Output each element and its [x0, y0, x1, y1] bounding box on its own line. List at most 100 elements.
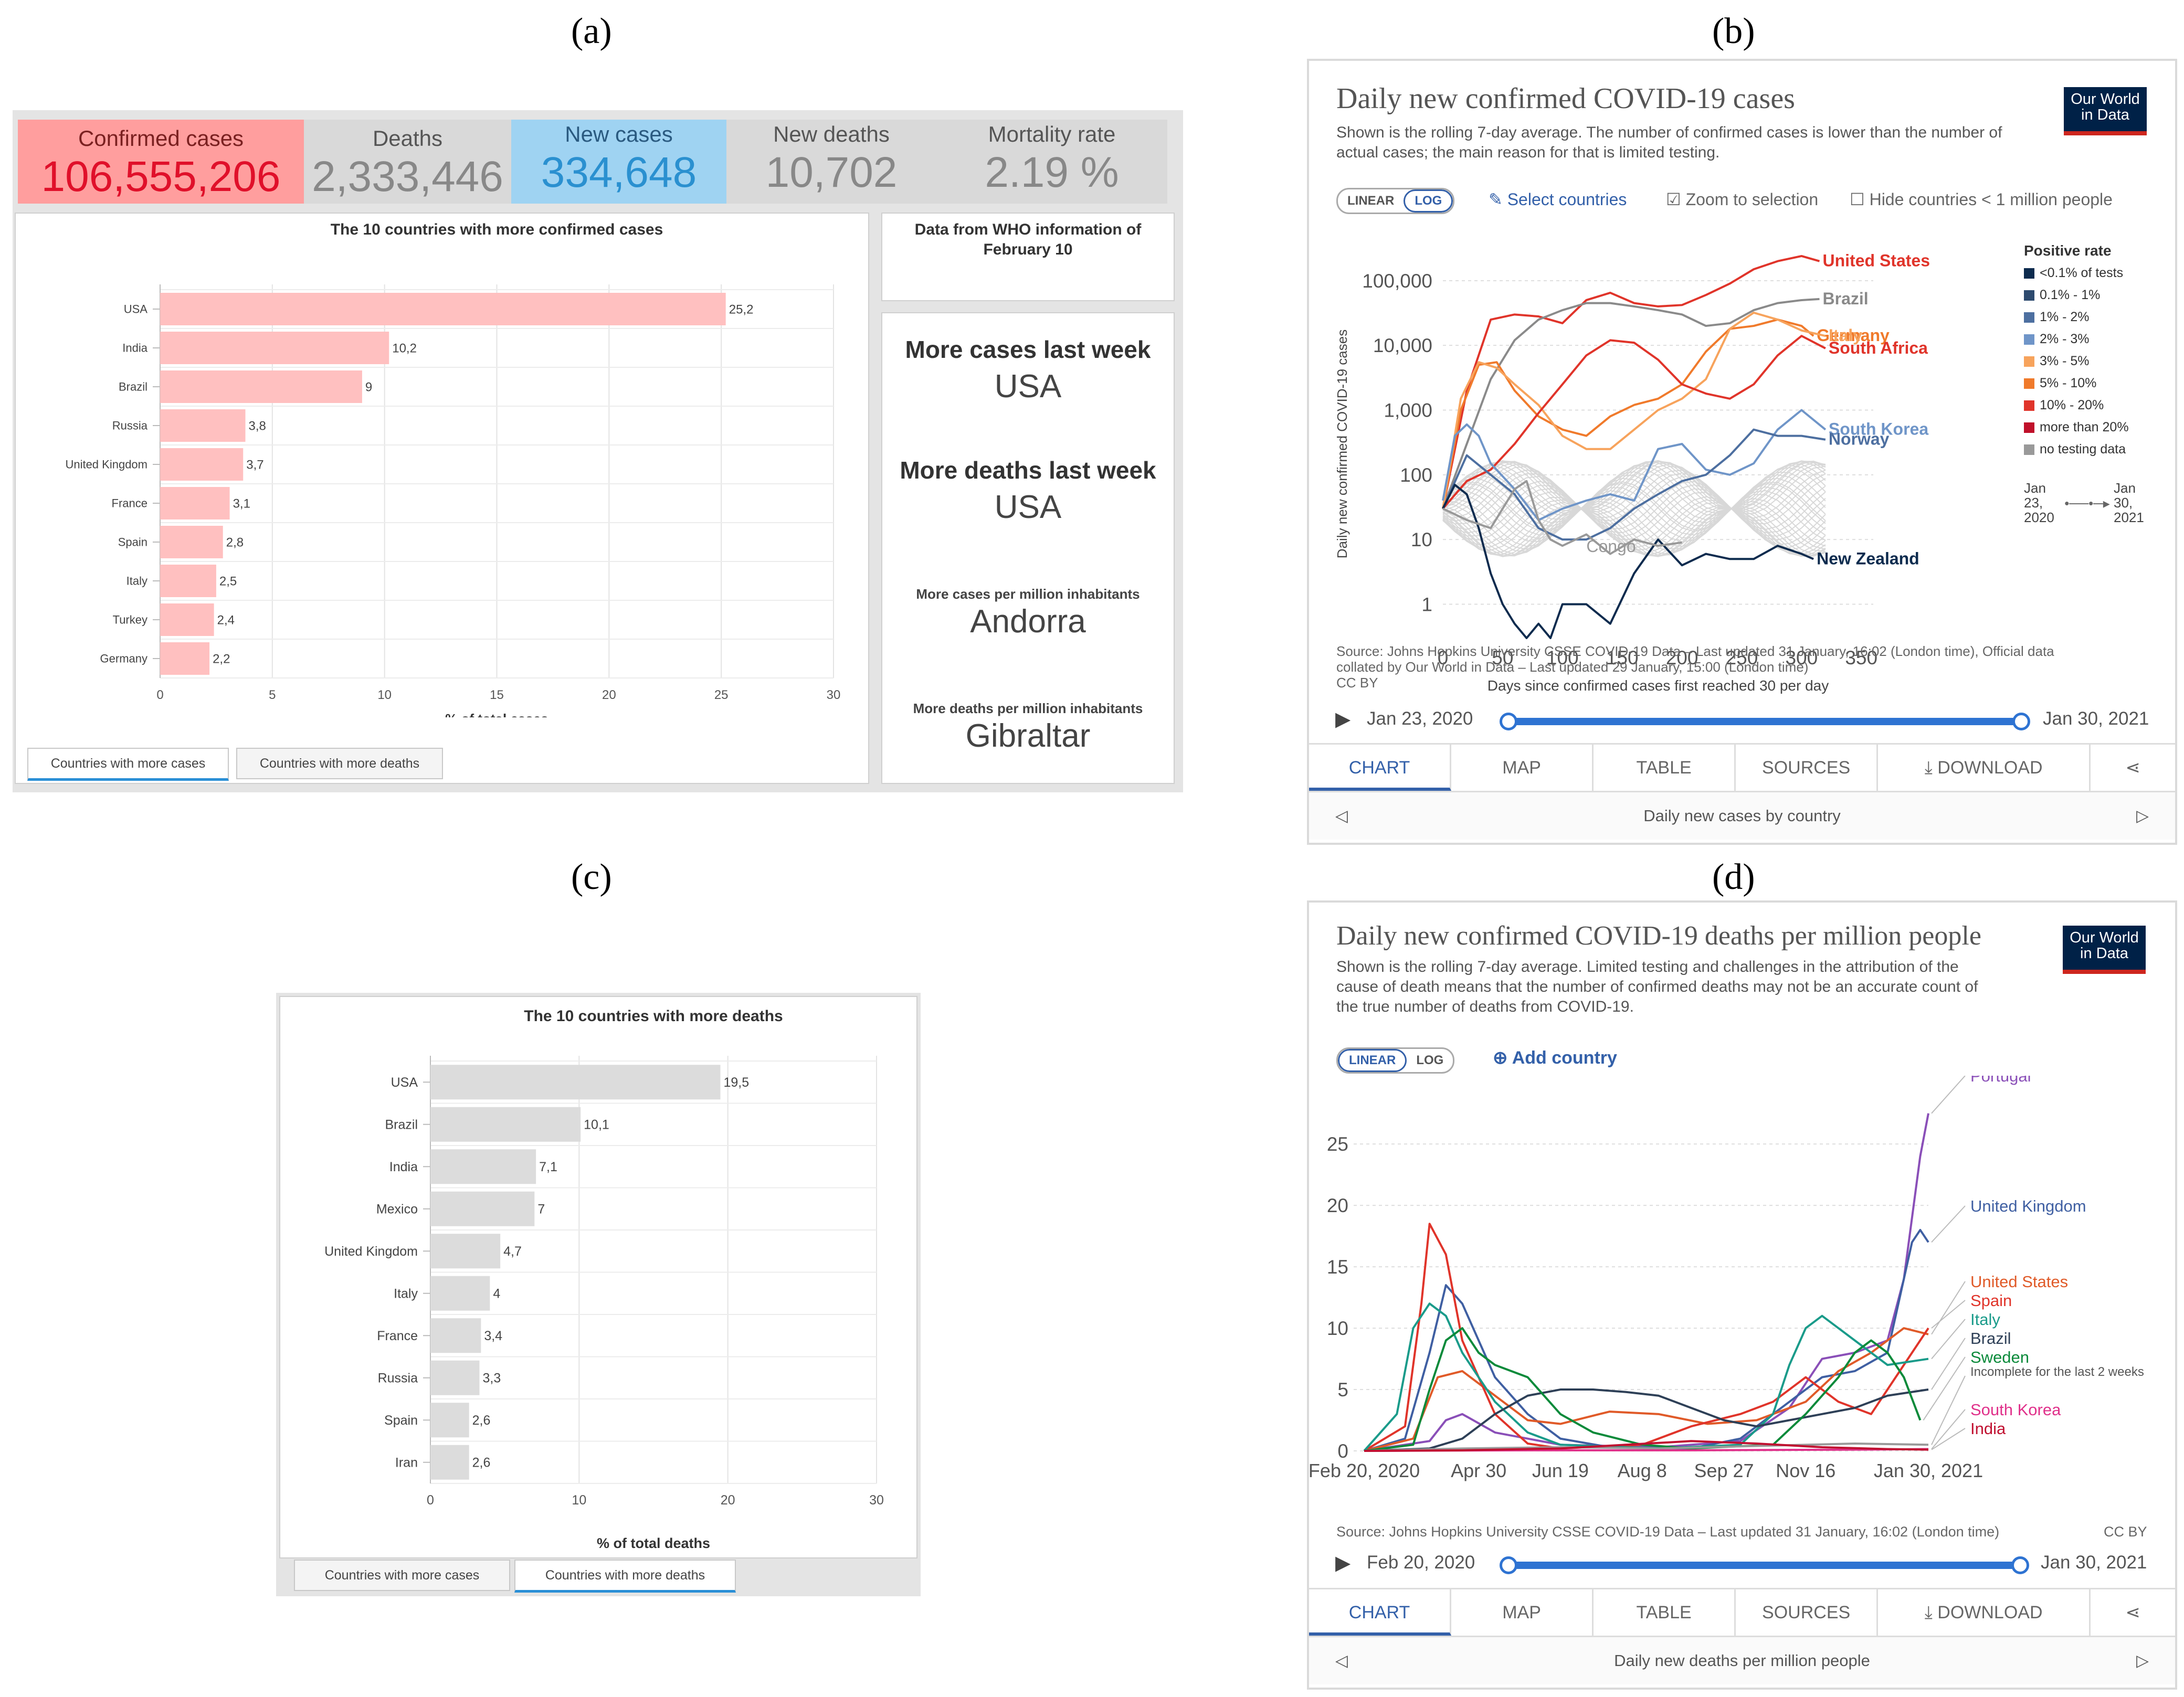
legend-title: Positive rate — [2024, 242, 2112, 259]
chart-subtitle: Shown is the rolling 7-day average. The … — [1336, 124, 2002, 161]
background-country-line — [1442, 484, 1826, 534]
log-toggle[interactable]: LOG — [1416, 1053, 1444, 1067]
tab-map[interactable]: MAP — [1451, 745, 1594, 791]
value-label: 25,2 — [729, 302, 754, 316]
chevron-right-icon[interactable]: ▷ — [2136, 807, 2149, 825]
background-country-line — [1442, 493, 1826, 543]
deaths-line-chart: 0 5 10 15 20 25 Feb 20, 2020 Apr 30 Jun 19 Aug 8 S… — [1309, 1076, 2144, 1481]
legend-item[interactable]: more than 20% — [2024, 420, 2171, 442]
legend-item[interactable]: 10% - 20% — [2024, 398, 2171, 420]
highlights-card: More cases last week USA More deaths las… — [881, 312, 1175, 784]
y-tick-label: 1 — [1421, 594, 1432, 616]
dashboard-panel-a: Confirmed cases 106,555,206 Deaths 2,333… — [13, 110, 1183, 792]
hide-small-checkbox[interactable]: ☐ Hide countries < 1 million people — [1850, 189, 2113, 209]
scale-toggle[interactable]: LINEAR LOG — [1336, 188, 1455, 214]
value-label: 2,8 — [226, 535, 244, 549]
bar — [160, 526, 223, 558]
tab-download[interactable]: ⤓ DOWNLOAD — [1878, 1589, 2091, 1636]
x-tick-label: Aug 8 — [1618, 1460, 1667, 1481]
share-icon[interactable]: ⋖ — [2125, 1603, 2140, 1622]
legend-item[interactable]: 3% - 5% — [2024, 354, 2171, 376]
tab-chart[interactable]: CHART — [1309, 1589, 1452, 1636]
category-label: Iran — [395, 1456, 418, 1470]
y-tick-label: 10 — [1327, 1318, 1348, 1339]
license-text[interactable]: CC BY — [1336, 675, 1378, 691]
tab-table[interactable]: TABLE — [1594, 745, 1736, 791]
tab-map[interactable]: MAP — [1451, 1589, 1594, 1636]
linear-toggle[interactable]: LINEAR — [1347, 194, 1395, 208]
add-country-button[interactable]: ⊕ Add country — [1493, 1047, 1617, 1068]
background-country-line — [1442, 460, 1826, 510]
series-label: Spain — [1970, 1291, 2012, 1310]
series-line — [1364, 1442, 1929, 1452]
chevron-right-icon[interactable]: ▷ — [2136, 1651, 2149, 1670]
timeline-start-handle[interactable] — [1500, 1556, 1517, 1574]
legend-item[interactable]: 5% - 10% — [2024, 376, 2171, 398]
background-country-line — [1442, 472, 1826, 522]
owid-deaths-panel: Daily new confirmed COVID-19 deaths per … — [1307, 900, 2177, 1690]
cases-bar-chart: The 10 countries with more confirmed cas… — [65, 221, 841, 717]
linear-toggle[interactable]: LINEAR — [1338, 1049, 1407, 1072]
legend-item[interactable]: no testing data — [2024, 442, 2171, 464]
tab-sources[interactable]: SOURCES — [1736, 745, 1879, 791]
label-connector — [1931, 1409, 1966, 1450]
tab-table[interactable]: TABLE — [1594, 1589, 1736, 1636]
series-label: Germany — [1817, 326, 1890, 345]
tab-countries-more-deaths[interactable]: Countries with more deaths — [236, 748, 443, 779]
legend-item[interactable]: <0.1% of tests — [2024, 266, 2171, 288]
background-country-line — [1442, 486, 1826, 536]
log-toggle[interactable]: LOG — [1404, 189, 1453, 213]
timeline-start-handle[interactable] — [1500, 713, 1517, 730]
tab-countries-more-deaths[interactable]: Countries with more deaths — [514, 1560, 736, 1593]
label-connector — [1923, 1356, 1966, 1421]
value-label: 2,6 — [472, 1456, 491, 1470]
zoom-checkbox[interactable]: ☑ Zoom to selection — [1666, 189, 1818, 209]
panel-label-b: (b) — [1712, 11, 1755, 51]
legend-label: 5% - 10% — [2040, 376, 2097, 390]
chevron-left-icon[interactable]: ◁ — [1335, 807, 1348, 825]
tab-download[interactable]: ⤓ DOWNLOAD — [1878, 745, 2091, 791]
chevron-left-icon[interactable]: ◁ — [1335, 1651, 1348, 1670]
series-label: South Korea — [1970, 1401, 2061, 1419]
legend-item[interactable]: 1% - 2% — [2024, 310, 2171, 332]
series-label: Brazil — [1970, 1329, 2011, 1348]
x-tick-label: 30 — [827, 688, 841, 702]
x-tick-label: 200 — [1666, 647, 1698, 669]
legend-label: 0.1% - 1% — [2040, 288, 2101, 302]
scale-toggle[interactable]: LINEAR LOG — [1336, 1047, 1455, 1074]
deaths-bar-chart: The 10 countries with more deaths 0 10 20 30… — [324, 1007, 884, 1551]
tab-chart[interactable]: CHART — [1309, 745, 1452, 791]
y-tick-label: 10,000 — [1373, 335, 1432, 356]
tab-countries-more-cases[interactable]: Countries with more cases — [294, 1560, 510, 1591]
footer-title: Daily new cases by country — [1643, 807, 1841, 825]
series-line — [1442, 480, 1682, 555]
timeline-slider[interactable] — [1508, 718, 2023, 725]
timeline-slider[interactable] — [1508, 1562, 2023, 1569]
label-connector — [1931, 1205, 1966, 1243]
tab-countries-more-cases[interactable]: Countries with more cases — [27, 748, 229, 781]
x-tick-label: 100 — [1546, 647, 1579, 669]
select-countries-button[interactable]: ✎ Select countries — [1489, 189, 1627, 209]
share-icon[interactable]: ⋖ — [2125, 758, 2140, 778]
legend-item[interactable]: 0.1% - 1% — [2024, 288, 2171, 310]
timeline-end-handle[interactable] — [2012, 713, 2030, 730]
legend-item[interactable]: 2% - 3% — [2024, 332, 2171, 354]
bar — [160, 293, 726, 325]
add-country-label: Add country — [1512, 1048, 1617, 1068]
play-icon[interactable]: ▶ — [1335, 708, 1351, 730]
bar — [430, 1403, 469, 1438]
tab-sources[interactable]: SOURCES — [1736, 1589, 1879, 1636]
zoom-label: Zoom to selection — [1685, 190, 1819, 209]
bar — [160, 370, 362, 403]
stat-confirmed: Confirmed cases 106,555,206 — [18, 120, 304, 204]
background-country-line — [1442, 483, 1826, 532]
owid-logo[interactable]: Our World in Data — [2064, 87, 2147, 135]
bar — [160, 487, 230, 519]
owid-logo[interactable]: Our World in Data — [2063, 926, 2146, 974]
play-icon[interactable]: ▶ — [1335, 1552, 1351, 1574]
bar — [430, 1360, 480, 1395]
license-text[interactable]: CC BY — [2104, 1524, 2147, 1540]
value-label: 3,7 — [246, 458, 263, 472]
timeline-end-handle[interactable] — [2011, 1556, 2029, 1574]
value-label: 4,7 — [503, 1244, 522, 1259]
